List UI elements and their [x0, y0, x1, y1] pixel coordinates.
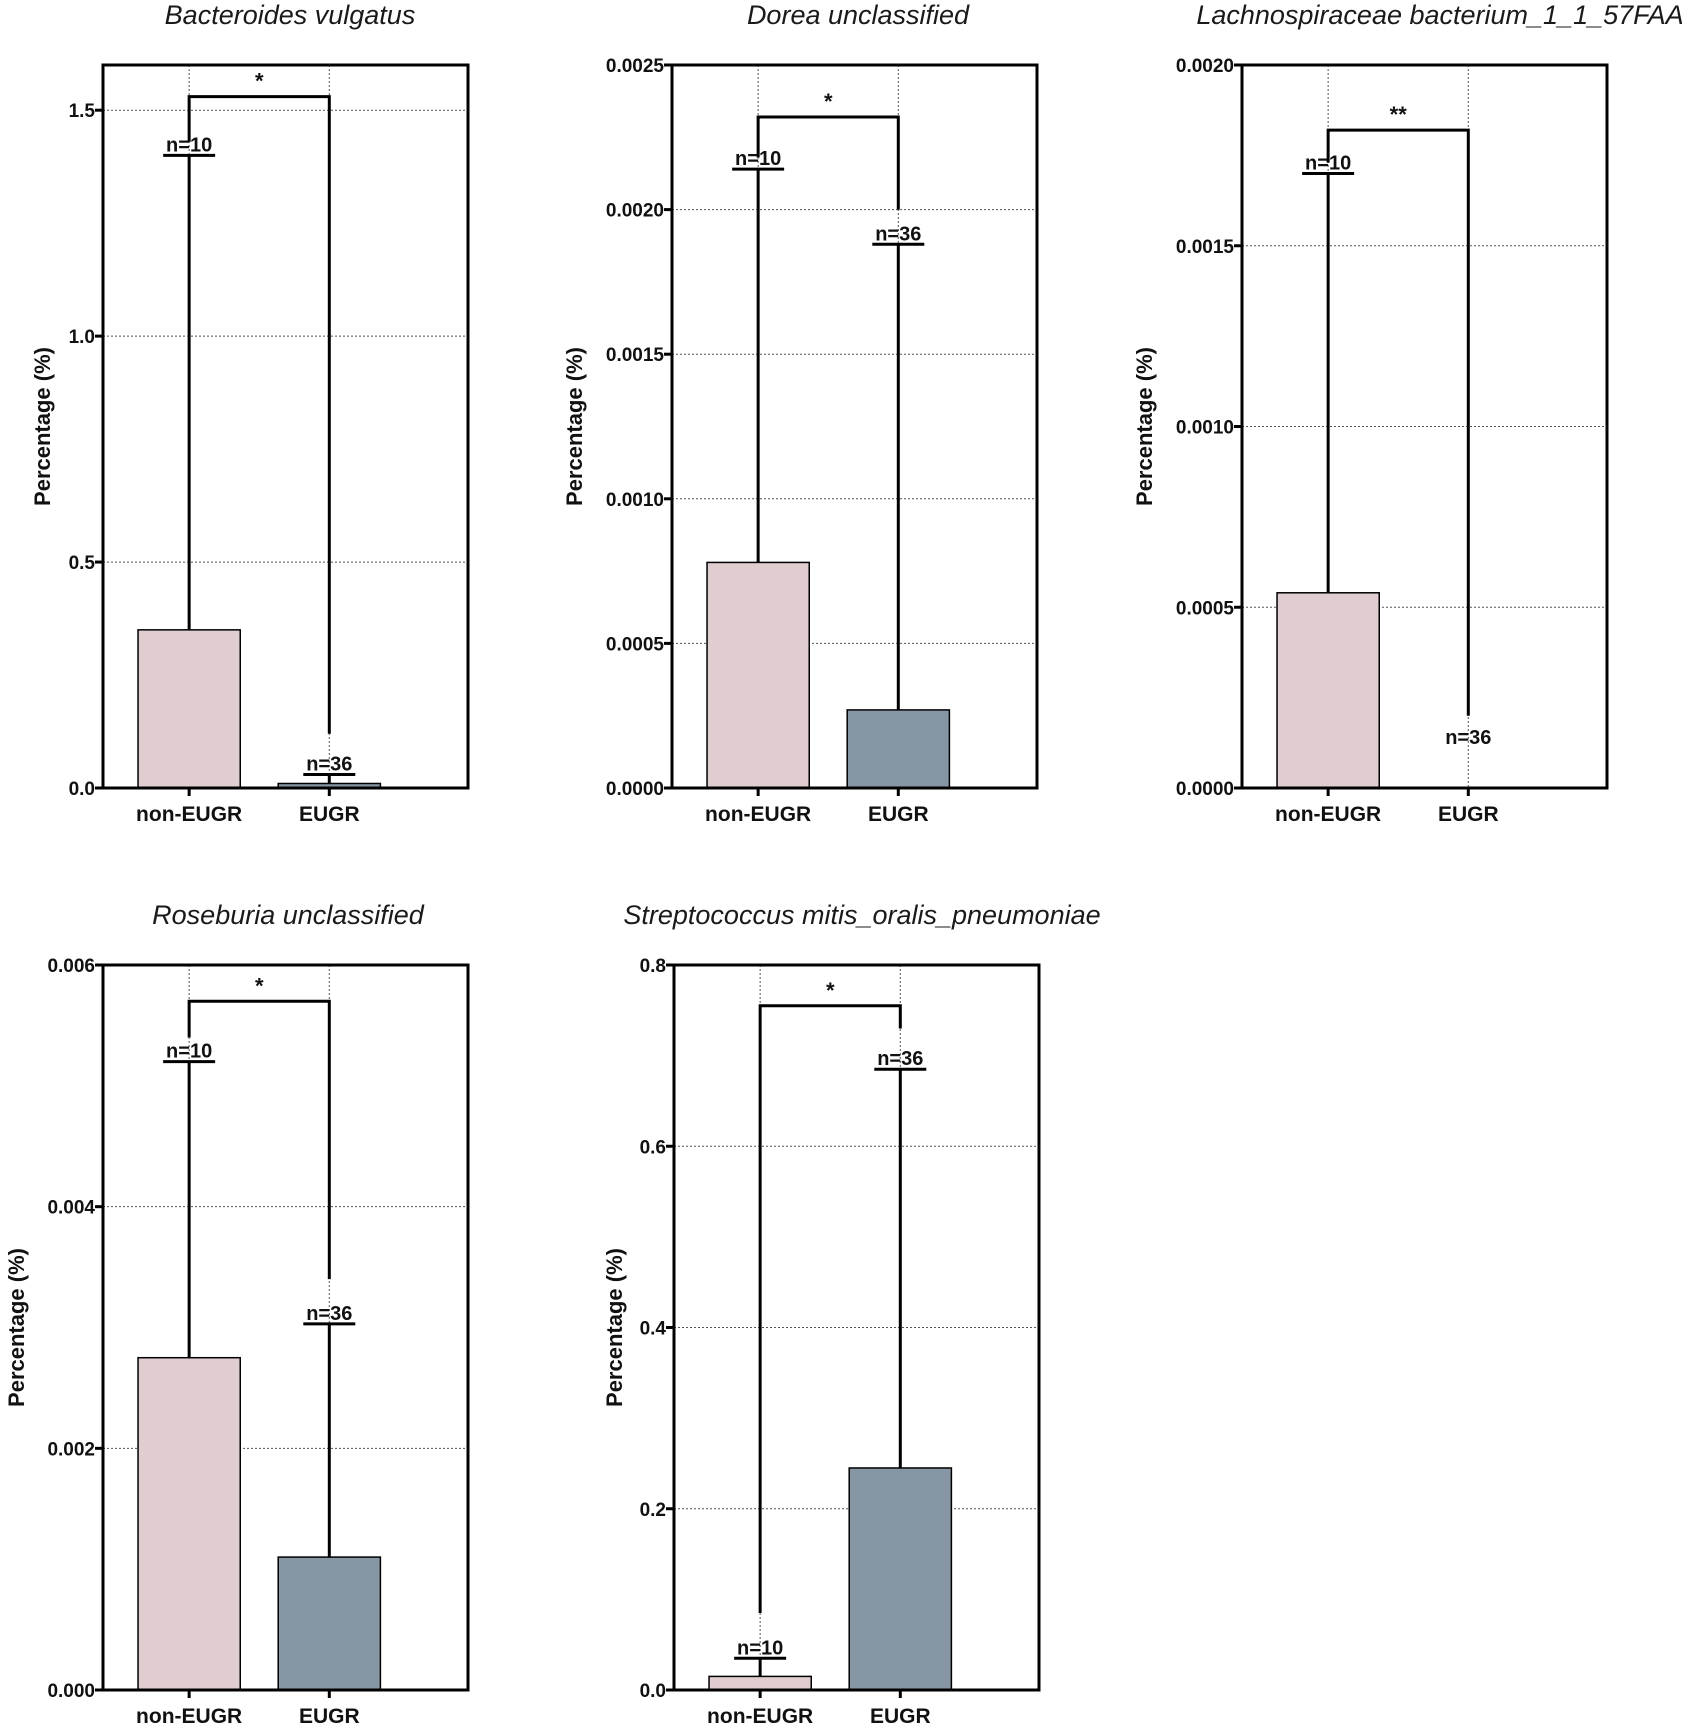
- y-tick-label: 1.5: [69, 101, 96, 122]
- chart-title: Bacteroides vulgatus: [165, 0, 416, 30]
- chart-panel-3: n=10 n=36 ** 0.0000 0.0005 0.0010 0.0015 0.0020…: [1132, 0, 1684, 826]
- category-label: EUGR: [299, 1705, 360, 1728]
- y-tick-label: 0.0010: [1176, 418, 1234, 439]
- bar-non-eugr: [706, 561, 810, 789]
- significance-bracket: [756, 115, 900, 210]
- y-axis-label: Percentage (%): [30, 347, 55, 506]
- n-label: n=10: [166, 1041, 212, 1063]
- y-tick-label: 0.0025: [606, 56, 665, 77]
- y-tick-label: 0.0005: [1176, 598, 1235, 619]
- y-tick-label: 0.0000: [606, 779, 664, 800]
- significance-marker: *: [255, 973, 264, 998]
- y-tick-label: 0.0000: [1176, 779, 1234, 800]
- category-label: non-EUGR: [136, 1705, 242, 1728]
- y-tick-label: 0.0020: [1176, 56, 1234, 77]
- significance-marker: *: [826, 978, 835, 1003]
- bar-non-eugr: [708, 1675, 812, 1691]
- y-tick-label: 0.0015: [1176, 237, 1235, 258]
- y-tick-label: 0.0005: [606, 634, 665, 655]
- significance-bracket: [187, 999, 331, 1280]
- category-label: non-EUGR: [705, 803, 811, 826]
- chart-title: Roseburia unclassified: [152, 900, 425, 930]
- y-tick-label: 0.006: [47, 956, 95, 977]
- category-label: EUGR: [1438, 803, 1499, 826]
- significance-bracket: [758, 1004, 902, 1613]
- y-tick-label: 1.0: [69, 327, 95, 348]
- bar-eugr: [277, 1556, 382, 1691]
- y-tick-label: 0.8: [640, 956, 666, 977]
- chart-panel-4: n=10 n=36 * 0.000 0.002 0.004 0.006 non-EUGR EUG…: [4, 900, 470, 1728]
- y-tick-label: 0.4: [640, 1319, 667, 1340]
- significance-marker: *: [824, 89, 833, 114]
- category-label: non-EUGR: [1275, 803, 1381, 826]
- category-label: non-EUGR: [707, 1705, 813, 1728]
- n-label: n=10: [737, 1637, 783, 1659]
- chart-title: Lachnospiraceae bacterium_1_1_57FAA: [1196, 0, 1683, 30]
- y-axis-label: Percentage (%): [4, 1248, 29, 1407]
- y-tick-label: 0.004: [47, 1198, 95, 1219]
- category-label: non-EUGR: [136, 803, 242, 826]
- y-tick-label: 0.000: [47, 1681, 95, 1702]
- y-tick-label: 0.6: [640, 1137, 666, 1158]
- chart-panel-1: n=10 n=36 * 0.0 0.5 1.0 1.5 non-EUGR EUGR Percent…: [30, 0, 470, 826]
- significance-marker: *: [255, 69, 264, 94]
- plot-frame: [670, 63, 1039, 790]
- n-label: n=10: [166, 134, 212, 156]
- y-tick-label: 0.0010: [606, 490, 664, 511]
- category-label: EUGR: [870, 1705, 931, 1728]
- bar-non-eugr: [1276, 592, 1380, 789]
- chart-title: Streptococcus mitis_oralis_pneumoniae: [623, 900, 1100, 930]
- significance-bracket: [1326, 128, 1470, 716]
- chart-panel-2: n=10 n=36 * 0.0000 0.0005 0.0010 0.0015 0.0020 0…: [562, 0, 1039, 826]
- y-axis-label: Percentage (%): [602, 1248, 627, 1407]
- bar-eugr: [846, 709, 951, 789]
- bar-non-eugr: [137, 629, 241, 789]
- y-tick-label: 0.5: [69, 553, 96, 574]
- n-label: n=36: [1445, 727, 1491, 749]
- category-label: EUGR: [299, 803, 360, 826]
- significance-marker: **: [1390, 102, 1408, 127]
- chart-panel-5: n=10 n=36 * 0.0 0.2 0.4 0.6 0.8 non-EUGR EUGR Perc…: [602, 900, 1101, 1728]
- y-tick-label: 0.0020: [606, 201, 664, 222]
- y-tick-label: 0.0: [640, 1681, 666, 1702]
- y-tick-label: 0.0: [69, 779, 95, 800]
- significance-bracket: [187, 95, 331, 734]
- bar-eugr: [848, 1467, 953, 1691]
- n-label: n=36: [306, 753, 352, 775]
- n-label: n=36: [306, 1303, 352, 1325]
- plot-frame: [101, 63, 470, 790]
- n-label: n=36: [877, 1048, 923, 1070]
- y-tick-label: 0.002: [47, 1439, 95, 1460]
- chart-title: Dorea unclassified: [747, 0, 970, 30]
- bar-non-eugr: [137, 1356, 241, 1691]
- n-label: n=10: [1305, 152, 1351, 174]
- plot-frame: [101, 963, 470, 1692]
- y-tick-label: 0.2: [640, 1500, 666, 1521]
- n-label: n=36: [875, 223, 921, 245]
- n-label: n=10: [735, 148, 781, 170]
- y-tick-label: 0.0015: [606, 345, 665, 366]
- y-axis-label: Percentage (%): [1132, 347, 1157, 506]
- category-label: EUGR: [868, 803, 929, 826]
- y-axis-label: Percentage (%): [562, 347, 587, 506]
